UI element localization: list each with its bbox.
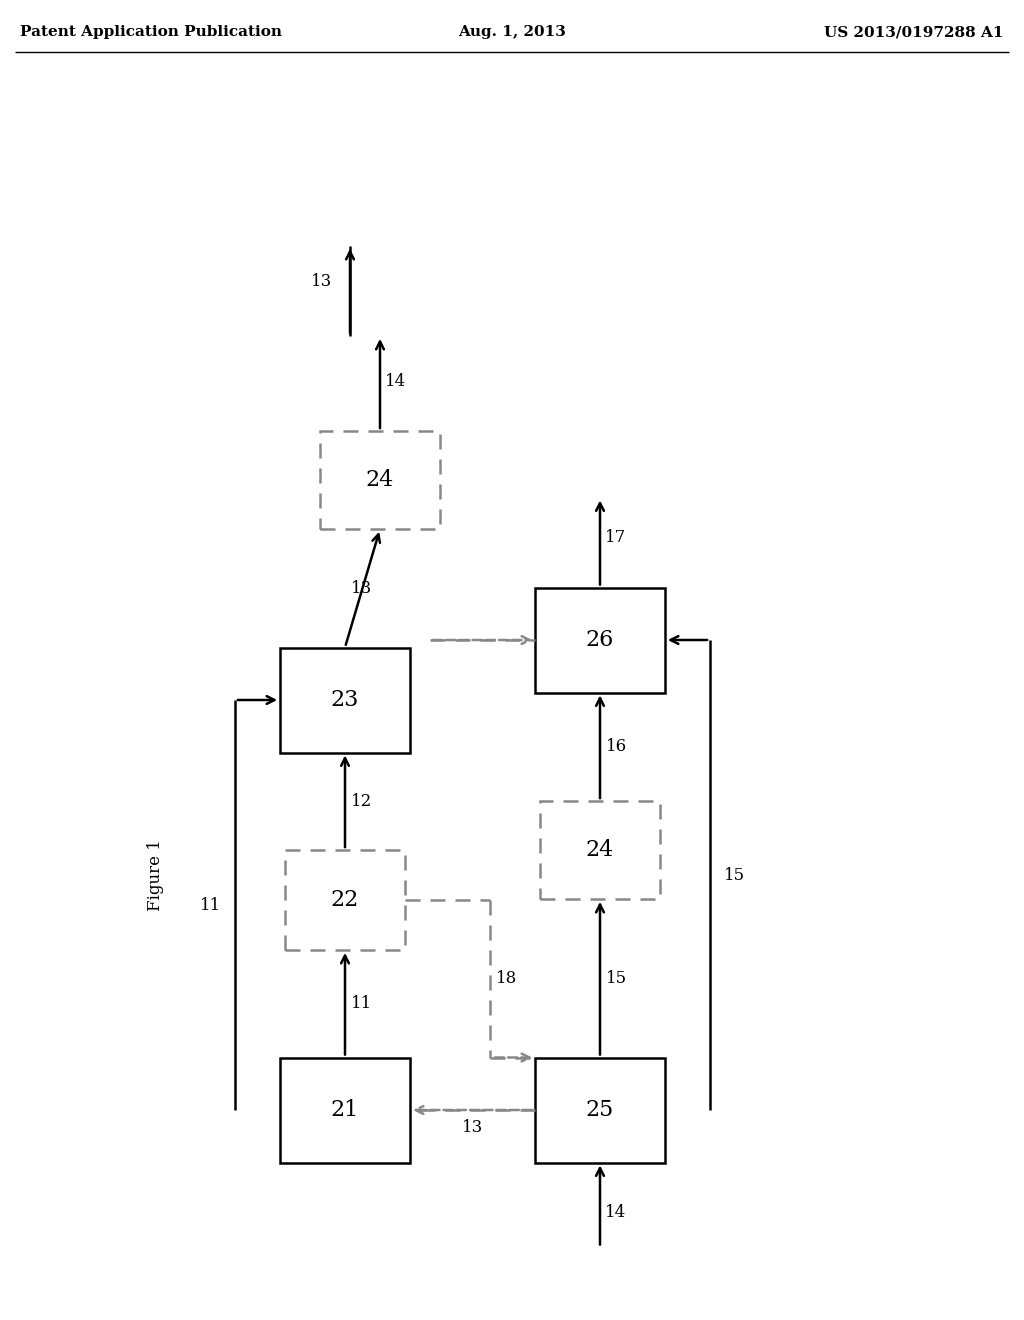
Text: 17: 17: [605, 529, 627, 546]
Bar: [540, 801, 660, 899]
Text: 22: 22: [331, 888, 359, 911]
Text: Patent Application Publication: Patent Application Publication: [20, 25, 282, 40]
Bar: [535, 587, 665, 693]
Text: 18: 18: [496, 970, 517, 987]
Text: 13: 13: [462, 1119, 483, 1137]
Text: 23: 23: [331, 689, 359, 711]
Text: 25: 25: [586, 1100, 614, 1121]
Text: US 2013/0197288 A1: US 2013/0197288 A1: [824, 25, 1004, 40]
Text: Aug. 1, 2013: Aug. 1, 2013: [458, 25, 566, 40]
Text: 21: 21: [331, 1100, 359, 1121]
Text: 14: 14: [605, 1204, 627, 1221]
Text: 12: 12: [351, 793, 373, 809]
Bar: [319, 432, 440, 529]
Bar: [535, 1057, 665, 1163]
Text: 24: 24: [366, 469, 394, 491]
Bar: [280, 1057, 410, 1163]
Text: 11: 11: [351, 995, 373, 1012]
Text: 15: 15: [724, 866, 745, 883]
Text: Figure 1: Figure 1: [146, 840, 164, 911]
Text: 13: 13: [351, 579, 373, 597]
Text: 13: 13: [310, 272, 332, 289]
Bar: [280, 648, 410, 752]
Text: 14: 14: [385, 372, 407, 389]
Text: 16: 16: [606, 738, 627, 755]
Bar: [285, 850, 406, 950]
Text: 15: 15: [606, 970, 627, 987]
Text: 11: 11: [200, 896, 221, 913]
Text: 24: 24: [586, 840, 614, 861]
Text: 26: 26: [586, 630, 614, 651]
